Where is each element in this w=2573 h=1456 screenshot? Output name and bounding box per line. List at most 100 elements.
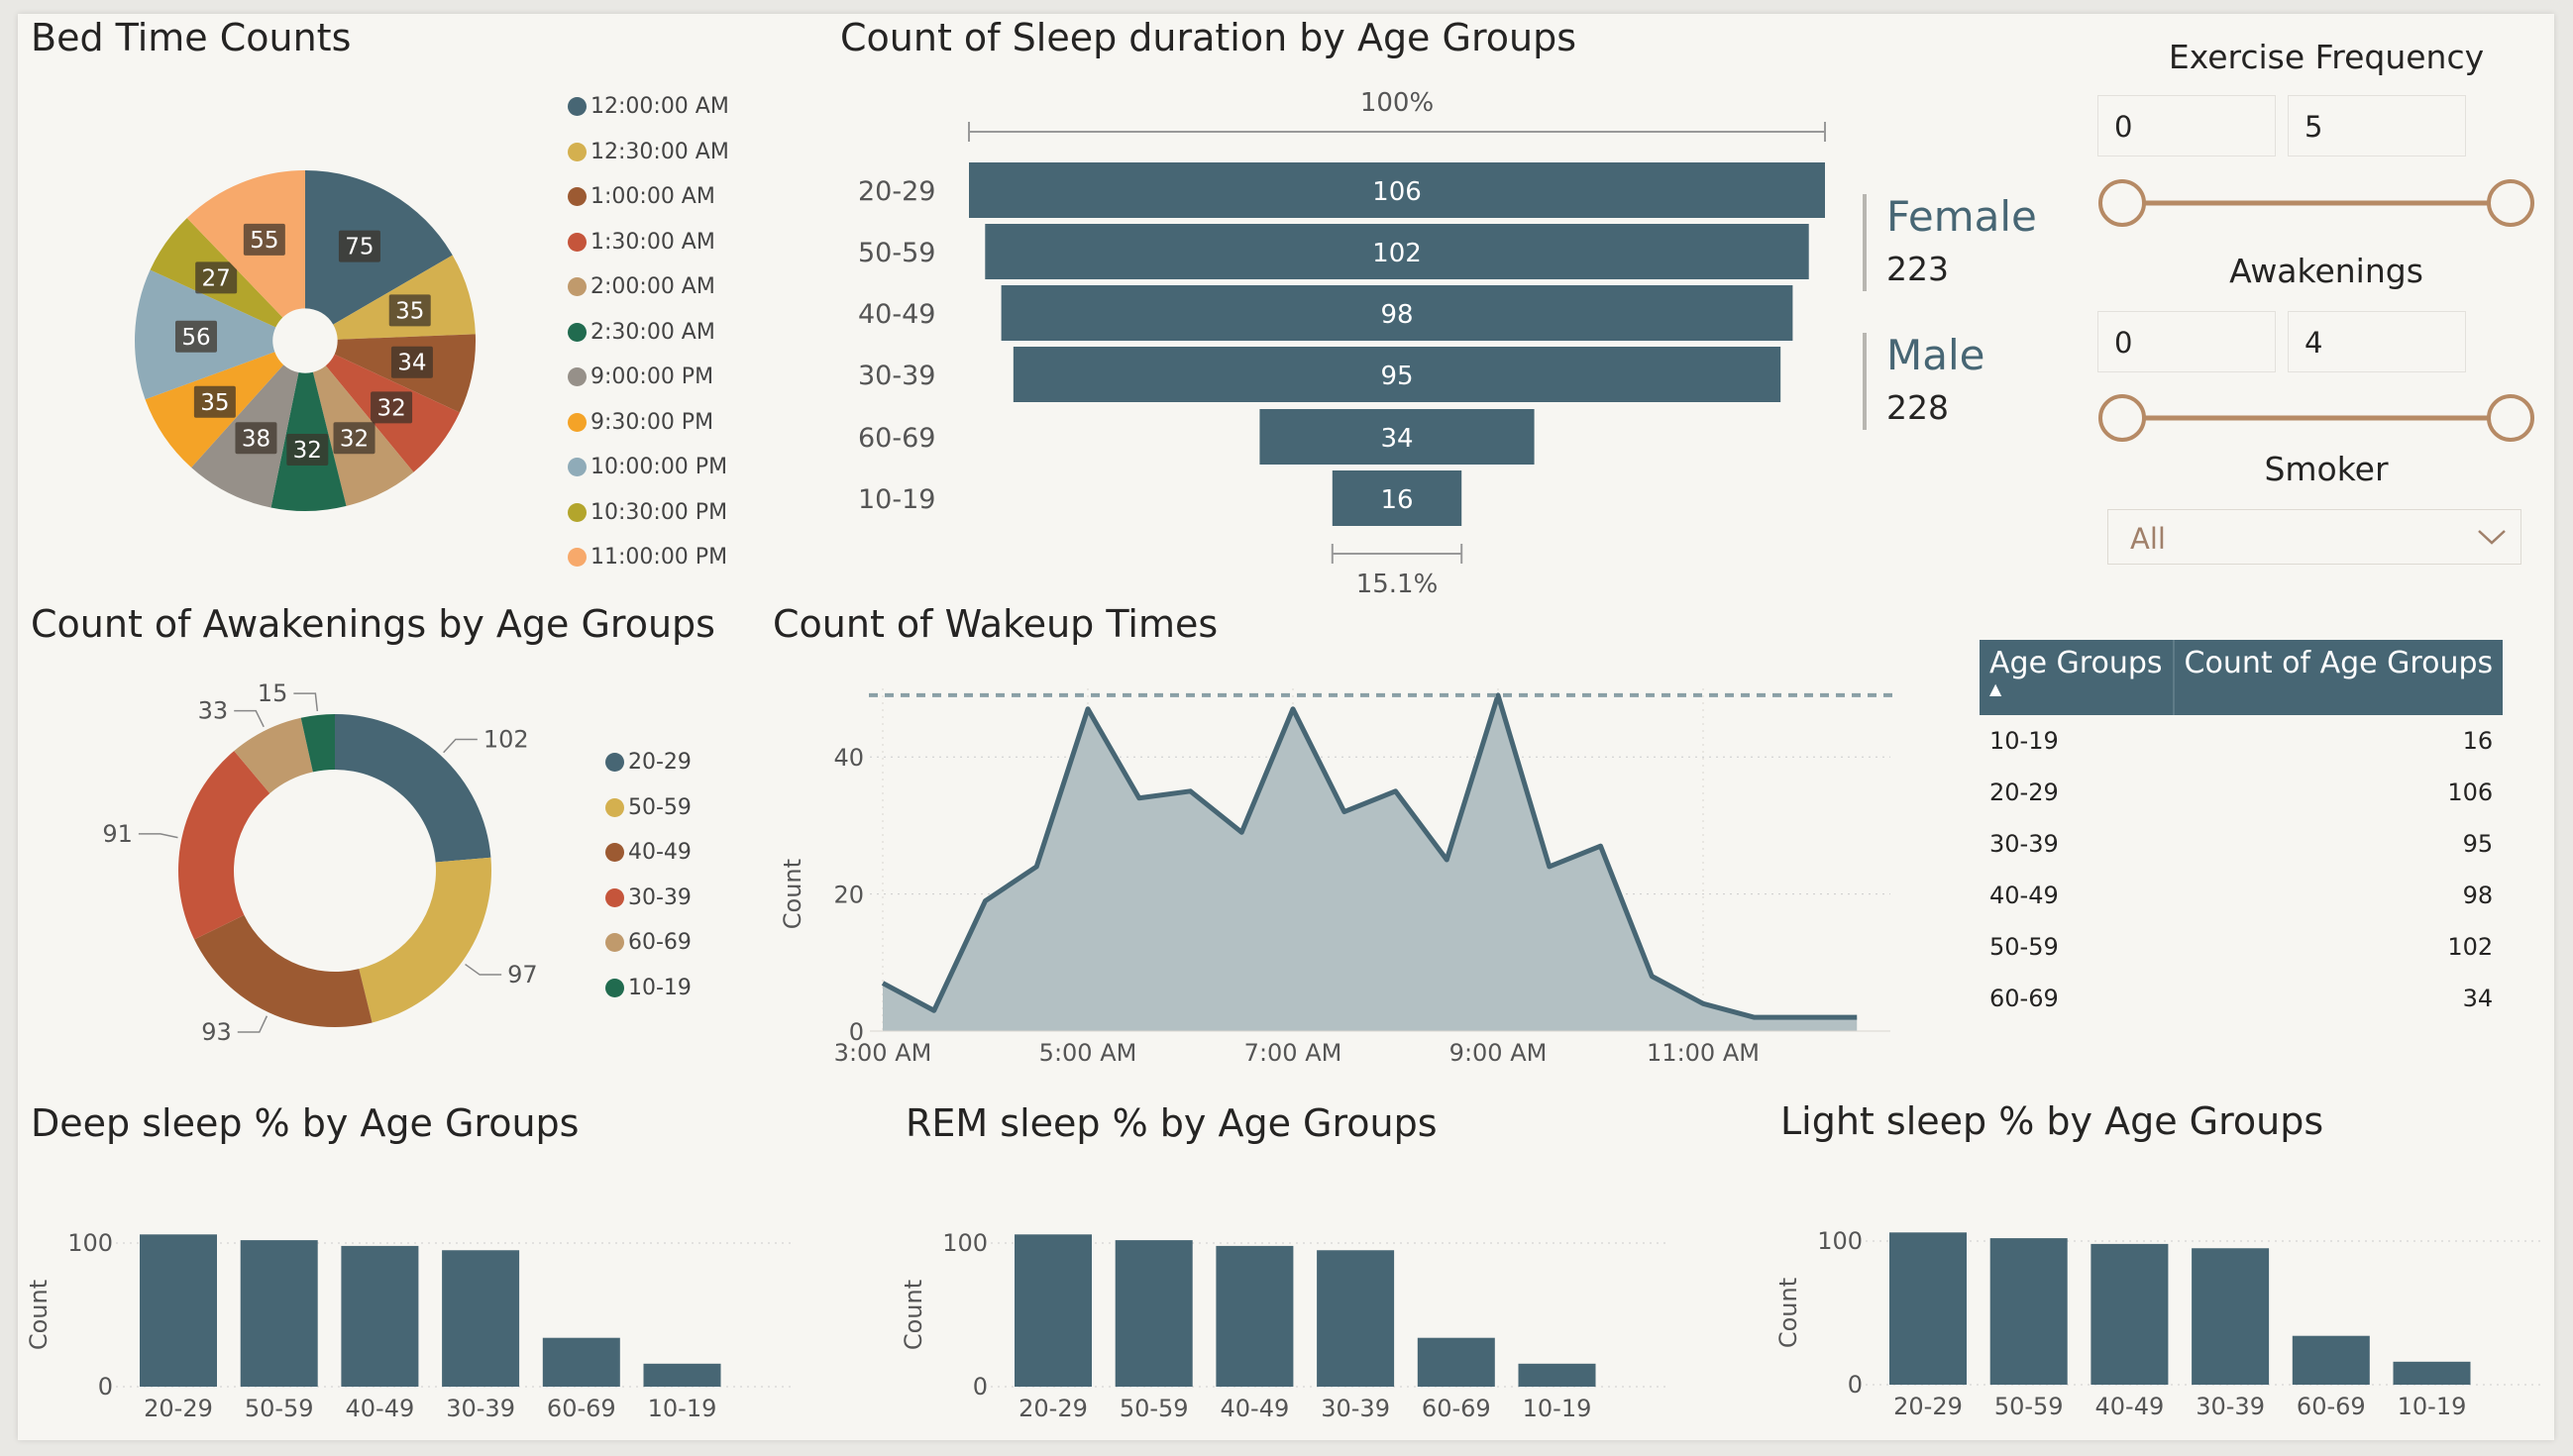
exercise-min-handle[interactable] — [2098, 179, 2146, 227]
bar[interactable] — [1115, 1240, 1193, 1387]
legend-item[interactable]: 10:00:00 PM — [568, 445, 729, 490]
legend-item[interactable]: 12:30:00 AM — [568, 130, 729, 175]
donut-slice[interactable] — [177, 751, 270, 940]
funnel-value-label: 95 — [1380, 362, 1413, 391]
table-row[interactable]: 20-29 106 — [1980, 767, 2503, 818]
legend-item[interactable]: 40-49 — [605, 830, 692, 876]
smoker-slicer-title: Smoker — [2264, 450, 2389, 488]
awakenings-range-slider[interactable] — [2092, 383, 2558, 453]
y-tick-label: 100 — [1817, 1227, 1863, 1255]
table-row[interactable]: 40-49 98 — [1980, 870, 2503, 921]
legend-label: 10:00:00 PM — [590, 455, 728, 480]
bar[interactable] — [1317, 1250, 1395, 1387]
bar[interactable] — [240, 1240, 318, 1387]
x-tick-label: 60-69 — [547, 1395, 616, 1422]
funnel-bar[interactable] — [1259, 409, 1535, 465]
bar[interactable] — [2091, 1243, 2169, 1385]
leader-line — [443, 738, 478, 754]
legend-label: 60-69 — [628, 930, 692, 956]
table-header-count[interactable]: Count of Age Groups — [2172, 640, 2504, 715]
legend-label: 2:30:00 AM — [590, 319, 715, 345]
bar[interactable] — [442, 1250, 520, 1387]
table-row[interactable]: 60-69 34 — [1980, 973, 2503, 1024]
data-label-bg — [388, 294, 431, 327]
male-card-bar — [1863, 333, 1867, 430]
sleep-duration-funnel-chart[interactable]: 100% 106 20-29 102 50-59 98 40-49 95 30-39 34 60-6… — [830, 75, 1841, 610]
legend-label: 9:30:00 PM — [590, 409, 714, 435]
bar[interactable] — [1518, 1363, 1596, 1387]
donut-slice[interactable] — [234, 717, 313, 793]
table-cell-age: 60-69 — [1989, 985, 2059, 1012]
data-label: 32 — [293, 438, 322, 464]
table-cell-count: 95 — [2462, 830, 2494, 858]
legend-item[interactable]: 60-69 — [605, 920, 692, 966]
bar[interactable] — [341, 1245, 419, 1387]
data-label: 35 — [395, 298, 424, 324]
legend-label: 12:30:00 AM — [590, 139, 729, 164]
bed-time-pie-chart[interactable]: 75 35 34 32 32 32 38 35 56 27 55 — [117, 153, 493, 529]
funnel-bar[interactable] — [1001, 285, 1793, 341]
legend-item[interactable]: 2:30:00 AM — [568, 310, 729, 356]
awakenings-min-input[interactable]: 0 — [2097, 311, 2276, 372]
bar[interactable] — [2192, 1248, 2270, 1385]
legend-item[interactable]: 12:00:00 AM — [568, 84, 729, 130]
x-tick-label: 10-19 — [648, 1395, 717, 1422]
deep-sleep-bar-chart[interactable]: 20-29 50-59 40-49 30-39 60-69 10-19 0 100 Count — [18, 1202, 810, 1440]
bar[interactable] — [1015, 1234, 1092, 1387]
area-line[interactable] — [881, 692, 1858, 1020]
bar[interactable] — [643, 1363, 721, 1387]
donut-slice[interactable] — [194, 914, 373, 1027]
rem-sleep-bar-chart[interactable]: 20-29 50-59 40-49 30-39 60-69 10-19 0 100 Count — [893, 1202, 1685, 1440]
bar[interactable] — [2292, 1335, 2370, 1385]
donut-slice[interactable] — [300, 714, 335, 773]
table-row[interactable]: 10-19 16 — [1980, 715, 2503, 767]
funnel-bar[interactable] — [1332, 470, 1462, 526]
legend-item[interactable]: 50-59 — [605, 785, 692, 831]
table-row[interactable]: 50-59 102 — [1980, 921, 2503, 973]
legend-item[interactable]: 30-39 — [605, 876, 692, 921]
bar[interactable] — [2393, 1361, 2471, 1385]
table-header-age-groups[interactable]: Age Groups ▲ — [1980, 640, 2174, 715]
exercise-min-input[interactable]: 0 — [2097, 95, 2276, 156]
funnel-bar[interactable] — [985, 224, 1809, 279]
legend-item[interactable]: 1:00:00 AM — [568, 174, 729, 220]
legend-item[interactable]: 9:00:00 PM — [568, 355, 729, 400]
awakenings-min-handle[interactable] — [2098, 394, 2146, 442]
table-row[interactable]: 30-39 95 — [1980, 818, 2503, 870]
legend-item[interactable]: 9:30:00 PM — [568, 400, 729, 446]
donut-slice[interactable] — [335, 714, 491, 863]
legend-item[interactable]: 20-29 — [605, 740, 692, 785]
awakenings-max-handle[interactable] — [2487, 394, 2534, 442]
funnel-bar[interactable] — [969, 162, 1825, 218]
funnel-category-label: 50-59 — [858, 238, 935, 268]
legend-item[interactable]: 11:00:00 PM — [568, 535, 729, 580]
bar[interactable] — [542, 1337, 620, 1387]
light-sleep-bar-chart[interactable]: 20-29 50-59 40-49 30-39 60-69 10-19 0 100 Count — [1768, 1200, 2560, 1438]
funnel-category-label: 30-39 — [858, 361, 935, 391]
data-label: 32 — [340, 426, 369, 452]
awakenings-donut-chart[interactable]: 102 97 93 91 33 15 — [38, 673, 553, 1069]
bar[interactable] — [1417, 1337, 1495, 1387]
legend-dot — [568, 548, 587, 568]
funnel-value-label: 16 — [1380, 485, 1413, 515]
funnel-bar[interactable] — [1013, 347, 1781, 402]
bar[interactable] — [1989, 1238, 2068, 1385]
y-tick-label: 0 — [98, 1373, 113, 1401]
exercise-max-input[interactable]: 5 — [2288, 95, 2466, 156]
awakenings-max-input[interactable]: 4 — [2288, 311, 2466, 372]
legend-item[interactable]: 10-19 — [605, 966, 692, 1011]
exercise-range-slider[interactable] — [2092, 168, 2558, 238]
bar[interactable] — [1889, 1232, 1967, 1385]
legend-item[interactable]: 1:30:00 AM — [568, 220, 729, 265]
bar[interactable] — [1216, 1245, 1294, 1387]
y-tick-label: 0 — [849, 1018, 864, 1046]
donut-value-label: 15 — [258, 679, 288, 707]
legend-item[interactable]: 2:00:00 AM — [568, 264, 729, 310]
bar[interactable] — [140, 1234, 217, 1387]
donut-slice[interactable] — [359, 857, 491, 1023]
exercise-max-handle[interactable] — [2487, 179, 2534, 227]
smoker-dropdown[interactable]: All — [2107, 509, 2521, 565]
age-groups-table[interactable]: Age Groups ▲ Count of Age Groups 10-19 16 … — [1980, 640, 2504, 1024]
wakeup-area-chart[interactable]: 0 20 40 3:00 AM 5:00 AM 7:00 AM 9:00 AM 11:00 A… — [761, 663, 1900, 1079]
legend-item[interactable]: 10:30:00 PM — [568, 490, 729, 536]
